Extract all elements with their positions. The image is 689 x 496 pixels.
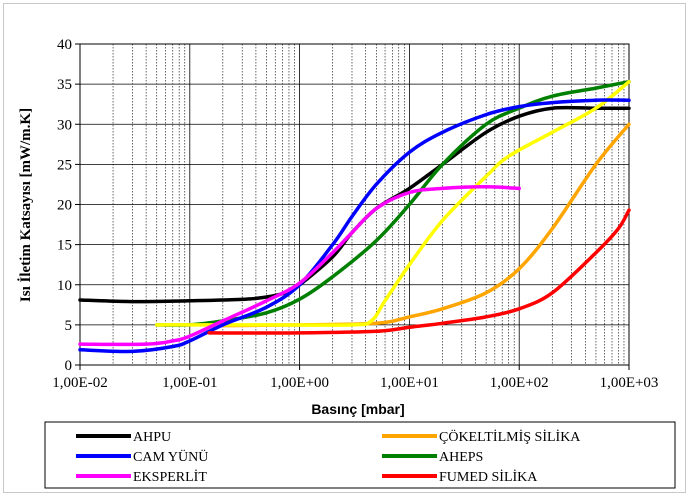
legend-label-eksperlit: EKSPERLİT — [133, 469, 207, 485]
y-tick-label: 20 — [57, 198, 72, 214]
legend-label-fumed-silika: FUMED SİLİKA — [439, 469, 538, 485]
y-tick-label: 35 — [57, 77, 72, 93]
x-tick-label: 1,00E-01 — [162, 375, 217, 391]
x-tick-label: 1,00E+00 — [270, 375, 329, 391]
series-line-fumed-silika — [207, 208, 631, 335]
y-tick-label: 25 — [57, 157, 72, 173]
y-axis-label: Isı İletim Katsayısı [mW/m.K] — [17, 108, 34, 302]
legend: AHPU ÇÖKELTİLMİŞ SİLİKA CAM YÜNÜ AHEPS EKSPE… — [44, 421, 676, 489]
legend-label-cokeltilmis-silika: ÇÖKELTİLMİŞ SİLİKA — [439, 428, 581, 445]
y-tick-label: 15 — [57, 238, 72, 254]
y-tick-label: 40 — [57, 37, 72, 53]
x-tick-label: 1,00E+01 — [380, 375, 439, 391]
x-tick-label: 1,00E+03 — [600, 375, 659, 391]
series-line-eksperlit — [78, 185, 521, 347]
x-axis-label: Basınç [mbar] — [311, 401, 404, 417]
series-line-cam-yunu — [78, 98, 631, 354]
x-tick-label: 1,00E+02 — [490, 375, 549, 391]
series-layer — [78, 79, 631, 354]
legend-box — [44, 421, 676, 489]
legend-label-aheps: AHEPS — [439, 450, 483, 465]
y-tick-label: 30 — [57, 117, 72, 133]
legend-label-ahpu: AHPU — [133, 430, 171, 445]
series-line-unlabeled — [154, 79, 631, 327]
y-tick-label: 0 — [65, 358, 73, 374]
legend-label-cam-yunu: CAM YÜNÜ — [133, 448, 208, 465]
y-tick-label: 5 — [65, 318, 73, 334]
y-tick-label: 10 — [57, 278, 72, 294]
x-tick-label: 1,00E-02 — [52, 375, 107, 391]
axes: 0 5 10 15 20 25 30 35 40 1,00E-02 1,00E-01 1,00E+00… — [52, 37, 658, 391]
grid — [79, 43, 630, 366]
